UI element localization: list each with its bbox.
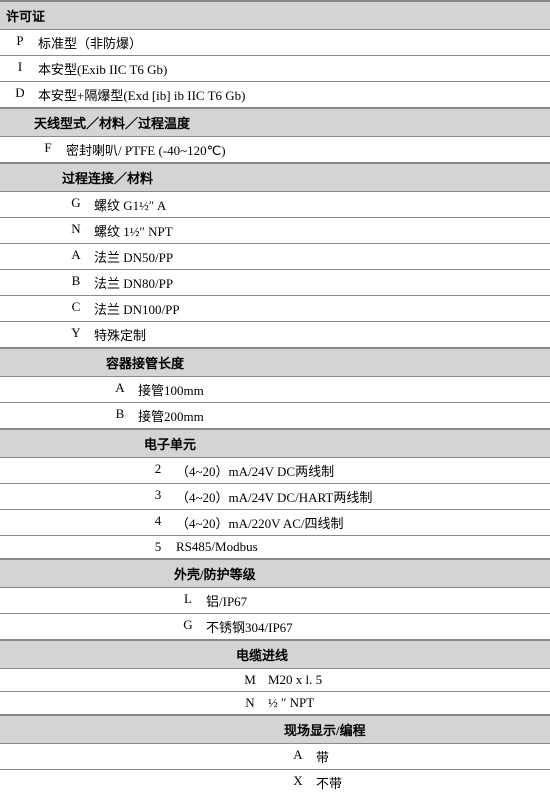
section-group: 现场显示/编程A带X不带 <box>0 714 550 795</box>
option-desc: （4~20）mA/24V DC/HART两线制 <box>172 487 550 506</box>
option-row: I本安型(Exib IIC T6 Gb) <box>0 56 550 82</box>
option-code: Y <box>62 325 90 344</box>
option-desc: 特殊定制 <box>90 325 550 344</box>
option-code: A <box>284 747 312 766</box>
option-desc: M20 x l. 5 <box>264 672 550 688</box>
option-desc: ½ ″ NPT <box>264 695 550 711</box>
option-row: 2（4~20）mA/24V DC两线制 <box>0 458 550 484</box>
option-desc: 不锈钢304/IP67 <box>202 617 550 636</box>
section-group: 天线型式／材料／过程温度F密封喇叭/ PTFE (-40~120℃) <box>0 107 550 162</box>
option-code: F <box>34 140 62 159</box>
option-code: G <box>62 195 90 214</box>
option-desc: 接管100mm <box>134 380 550 399</box>
section-header: 过程连接／材料 <box>0 163 550 192</box>
option-code: B <box>62 273 90 292</box>
option-desc: 本安型+隔爆型(Exd [ib] ib IIC T6 Gb) <box>34 85 550 104</box>
option-code: B <box>106 406 134 425</box>
section-group: 电子单元2（4~20）mA/24V DC两线制3（4~20）mA/24V DC/… <box>0 428 550 558</box>
section-header: 外壳/防护等级 <box>0 559 550 588</box>
section-header: 电子单元 <box>0 429 550 458</box>
option-row: 5RS485/Modbus <box>0 536 550 558</box>
option-desc: 接管200mm <box>134 406 550 425</box>
option-desc: （4~20）mA/220V AC/四线制 <box>172 513 550 532</box>
option-row: N½ ″ NPT <box>0 692 550 714</box>
option-desc: 螺纹 G1½″ A <box>90 195 550 214</box>
option-row: G螺纹 G1½″ A <box>0 192 550 218</box>
option-row: C法兰 DN100/PP <box>0 296 550 322</box>
section-group: 电缆进线MM20 x l. 5N½ ″ NPT <box>0 639 550 714</box>
option-row: 3（4~20）mA/24V DC/HART两线制 <box>0 484 550 510</box>
option-row: F密封喇叭/ PTFE (-40~120℃) <box>0 137 550 162</box>
option-row: B法兰 DN80/PP <box>0 270 550 296</box>
option-row: A法兰 DN50/PP <box>0 244 550 270</box>
option-desc: 螺纹 1½″ NPT <box>90 221 550 240</box>
option-desc: RS485/Modbus <box>172 539 550 555</box>
option-row: G不锈钢304/IP67 <box>0 614 550 639</box>
option-code: P <box>6 33 34 52</box>
section-header: 容器接管长度 <box>0 348 550 377</box>
section-group: 容器接管长度A接管100mmB接管200mm <box>0 347 550 428</box>
option-code: 4 <box>144 513 172 532</box>
option-code: X <box>284 773 312 792</box>
option-row: Y特殊定制 <box>0 322 550 347</box>
option-code: 5 <box>144 539 172 555</box>
option-row: P标准型（非防爆） <box>0 30 550 56</box>
spec-table: 许可证P标准型（非防爆）I本安型(Exib IIC T6 Gb)D本安型+隔爆型… <box>0 0 550 795</box>
section-header: 电缆进线 <box>0 640 550 669</box>
option-desc: 法兰 DN80/PP <box>90 273 550 292</box>
option-row: X不带 <box>0 770 550 795</box>
option-desc: 本安型(Exib IIC T6 Gb) <box>34 59 550 78</box>
option-desc: 带 <box>312 747 550 766</box>
option-desc: 铝/IP67 <box>202 591 550 610</box>
option-row: A接管100mm <box>0 377 550 403</box>
section-group: 许可证P标准型（非防爆）I本安型(Exib IIC T6 Gb)D本安型+隔爆型… <box>0 0 550 107</box>
option-row: A带 <box>0 744 550 770</box>
option-code: 3 <box>144 487 172 506</box>
section-group: 外壳/防护等级L铝/IP67G不锈钢304/IP67 <box>0 558 550 639</box>
option-desc: 法兰 DN100/PP <box>90 299 550 318</box>
option-row: L铝/IP67 <box>0 588 550 614</box>
option-desc: 法兰 DN50/PP <box>90 247 550 266</box>
option-row: N螺纹 1½″ NPT <box>0 218 550 244</box>
option-desc: 标准型（非防爆） <box>34 33 550 52</box>
option-code: L <box>174 591 202 610</box>
option-desc: （4~20）mA/24V DC两线制 <box>172 461 550 480</box>
option-code: N <box>236 695 264 711</box>
option-row: B接管200mm <box>0 403 550 428</box>
section-header: 天线型式／材料／过程温度 <box>0 108 550 137</box>
section-group: 过程连接／材料G螺纹 G1½″ AN螺纹 1½″ NPTA法兰 DN50/PPB… <box>0 162 550 347</box>
option-row: D本安型+隔爆型(Exd [ib] ib IIC T6 Gb) <box>0 82 550 107</box>
option-code: A <box>106 380 134 399</box>
option-code: A <box>62 247 90 266</box>
option-code: C <box>62 299 90 318</box>
option-code: D <box>6 85 34 104</box>
option-code: I <box>6 59 34 78</box>
option-row: MM20 x l. 5 <box>0 669 550 692</box>
option-desc: 不带 <box>312 773 550 792</box>
option-row: 4（4~20）mA/220V AC/四线制 <box>0 510 550 536</box>
option-code: N <box>62 221 90 240</box>
option-code: G <box>174 617 202 636</box>
option-code: M <box>236 672 264 688</box>
section-header: 现场显示/编程 <box>0 715 550 744</box>
section-header: 许可证 <box>0 1 550 30</box>
option-desc: 密封喇叭/ PTFE (-40~120℃) <box>62 140 550 159</box>
option-code: 2 <box>144 461 172 480</box>
